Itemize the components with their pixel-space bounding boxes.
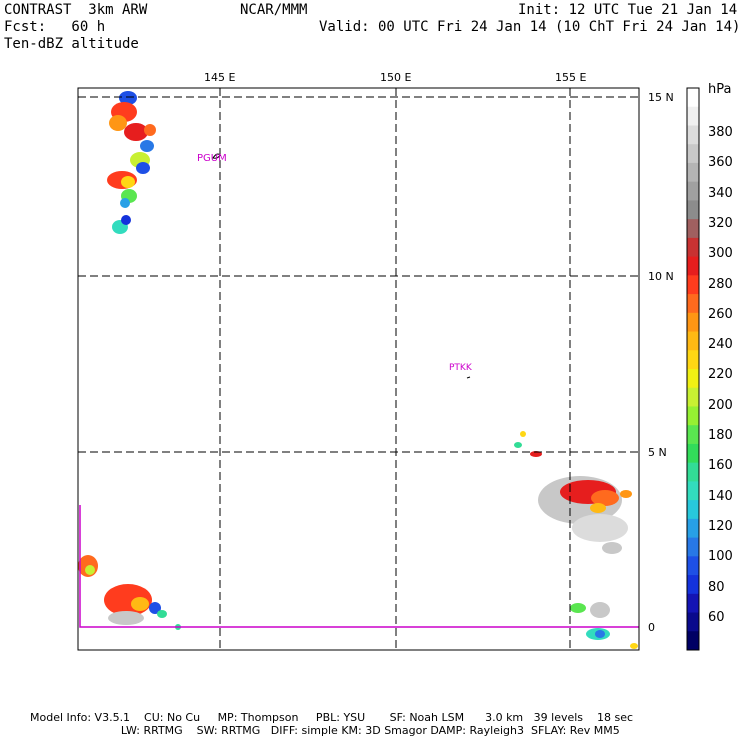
colorbar-swatch — [687, 106, 699, 126]
lat-label-10n: 10 N — [648, 270, 674, 283]
colorbar-swatch — [687, 125, 699, 145]
guam-coastline — [212, 153, 221, 159]
lon-label-150: 150 E — [380, 71, 412, 84]
colorbar-swatch — [687, 331, 699, 351]
model-title: CONTRAST 3km ARW — [4, 2, 148, 18]
lat-lon-grid — [78, 88, 639, 650]
colorbar-label: 220 — [708, 367, 733, 383]
colorbar-label: 380 — [708, 125, 733, 140]
colorbar-swatch — [687, 219, 699, 239]
lat-label-15n: 15 N — [648, 91, 674, 104]
colorbar-swatch — [687, 275, 699, 295]
colorbar-label: 120 — [708, 518, 733, 534]
colorbar-swatch — [687, 350, 699, 370]
colorbar-swatch — [687, 518, 699, 539]
colorbar-label: 300 — [708, 246, 733, 262]
colorbar-swatch — [687, 294, 699, 314]
colorbar-label: 360 — [708, 155, 733, 171]
colorbar-swatch — [687, 593, 699, 614]
colorbar-label: 160 — [708, 458, 733, 474]
colorbar-label: 240 — [708, 337, 733, 353]
colorbar-swatch — [687, 256, 699, 276]
init-time: Init: 12 UTC Tue 21 Jan 14 — [518, 2, 738, 18]
colorbar — [686, 87, 700, 651]
colorbar-swatch — [687, 462, 699, 482]
colorbar-swatch — [687, 144, 699, 164]
colorbar-label: 100 — [708, 549, 733, 565]
model-info-line2: LW: RRTMG SW: RRTMG DIFF: simple KM: 3D … — [30, 724, 620, 737]
colorbar-swatch — [687, 556, 699, 576]
colorbar-label: 180 — [708, 428, 733, 443]
colorbar-swatch — [687, 500, 699, 520]
colorbar-label: 320 — [708, 215, 733, 231]
colorbar-swatch — [687, 481, 699, 501]
station-label-ptkk: PTKK — [449, 363, 473, 373]
station-label-pgum: PGUM — [197, 153, 227, 164]
colorbar-swatch — [687, 312, 699, 333]
colorbar-label: 340 — [708, 185, 733, 201]
colorbar-swatch — [687, 575, 699, 595]
colorbar-swatch — [687, 88, 699, 108]
colorbar-swatch — [687, 200, 699, 220]
colorbar-frame — [686, 87, 700, 651]
echo-layer — [78, 91, 638, 649]
forecast-hour: Fcst: 60 h — [4, 19, 106, 35]
colorbar-swatch — [687, 406, 699, 426]
colorbar-swatch — [687, 162, 699, 183]
colorbar-label: 200 — [708, 397, 733, 413]
organization-label: NCAR/MMM — [240, 2, 308, 18]
model-info-line1: Model Info: V3.5.1 CU: No Cu MP: Thompso… — [30, 711, 634, 724]
colorbar-label: 260 — [708, 306, 733, 322]
colorbar-label: 140 — [708, 488, 733, 504]
colorbar-swatch — [687, 537, 699, 557]
colorbar-swatch — [687, 369, 699, 389]
colorbar-swatch — [687, 181, 699, 201]
colorbar-swatch — [687, 237, 699, 258]
chuuk-outline — [466, 376, 471, 379]
lat-label-5n: 5 N — [648, 446, 667, 459]
colorbar-swatch — [687, 387, 699, 407]
lat-label-0: 0 — [648, 621, 655, 634]
field-name: Ten-dBZ altitude — [4, 36, 139, 52]
lon-label-145: 145 E — [204, 71, 236, 84]
colorbar-swatch — [687, 612, 699, 632]
colorbar-swatch — [687, 443, 699, 464]
lon-label-155: 155 E — [555, 71, 587, 84]
valid-time: Valid: 00 UTC Fri 24 Jan 14 (10 ChT Fri … — [319, 19, 740, 35]
colorbar-unit: hPa — [708, 82, 732, 97]
boundary-line — [79, 505, 639, 628]
colorbar-swatch — [687, 425, 699, 445]
colorbar-swatch — [687, 631, 699, 651]
colorbar-label: 280 — [708, 276, 733, 292]
colorbar-label: 80 — [708, 579, 725, 595]
colorbar-label: 60 — [708, 609, 725, 625]
map-frame — [77, 87, 640, 651]
